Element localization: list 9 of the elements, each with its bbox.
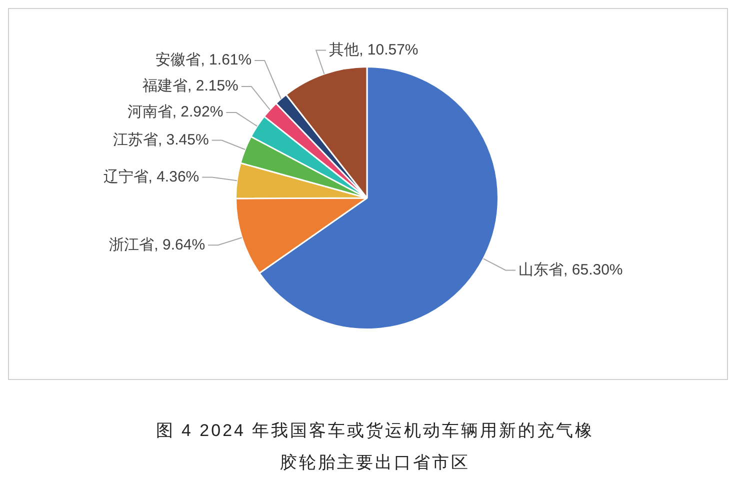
- slice-label: 河南省, 2.92%: [127, 104, 224, 121]
- slice-label: 浙江省, 9.64%: [109, 236, 206, 254]
- slice-label: 山东省, 65.30%: [518, 261, 623, 278]
- slice-label: 福建省, 2.15%: [142, 78, 238, 95]
- slice-label: 辽宁省, 4.36%: [103, 168, 200, 186]
- slice-label: 安徽省, 1.61%: [156, 52, 252, 69]
- text: 图 4 2024 年我国客车或货运机动车辆用新的充气橡胶轮胎主要出口省市区: [154, 420, 596, 474]
- slice-label: 江苏省, 3.45%: [112, 131, 209, 148]
- slice-label: 其他, 10.57%: [329, 41, 418, 58]
